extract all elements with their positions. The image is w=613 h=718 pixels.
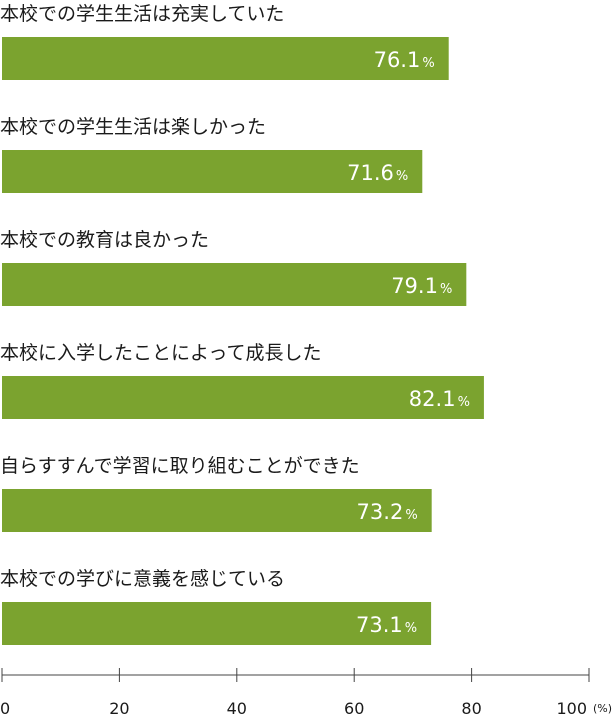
data-label-suffix: %: [458, 395, 470, 410]
bar: [2, 37, 449, 80]
data-label-suffix: %: [405, 508, 417, 523]
data-label-suffix: %: [422, 56, 434, 71]
data-label-suffix: %: [396, 169, 408, 184]
category-label: 本校での学生生活は楽しかった: [0, 116, 266, 138]
data-label: 73.1%: [356, 613, 417, 637]
data-label-suffix: %: [440, 282, 452, 297]
data-label-value: 73.1: [356, 613, 403, 637]
x-tick-label: 60: [344, 699, 364, 718]
category-label: 自らすすんで学習に取り組むことができた: [0, 455, 360, 477]
x-tick-label: 80: [461, 699, 481, 718]
data-label: 79.1%: [391, 274, 452, 298]
bar: [2, 150, 423, 193]
bar: [2, 489, 432, 532]
x-tick-label: 0: [0, 699, 10, 718]
category-label: 本校での学生生活は充実していた: [0, 3, 284, 25]
data-label-value: 82.1: [409, 387, 456, 411]
bar: [2, 263, 467, 306]
x-axis-unit: (%): [593, 702, 612, 715]
data-label: 76.1%: [374, 48, 435, 72]
category-label: 本校での学びに意義を感じている: [0, 568, 285, 590]
data-label: 73.2%: [357, 500, 418, 524]
data-label: 71.6%: [347, 161, 408, 185]
x-tick-label: 100: [556, 699, 587, 718]
bar: [2, 376, 484, 419]
data-label-value: 71.6: [347, 161, 394, 185]
data-label-value: 79.1: [391, 274, 438, 298]
data-label-value: 76.1: [374, 48, 421, 72]
bar: [2, 602, 432, 645]
data-label-suffix: %: [405, 621, 417, 636]
category-label: 本校に入学したことによって成長した: [0, 342, 321, 364]
data-label-value: 73.2: [357, 500, 404, 524]
x-tick-label: 20: [109, 699, 129, 718]
category-label: 本校での教育は良かった: [0, 229, 209, 251]
data-label: 82.1%: [409, 387, 470, 411]
x-tick-label: 40: [227, 699, 247, 718]
